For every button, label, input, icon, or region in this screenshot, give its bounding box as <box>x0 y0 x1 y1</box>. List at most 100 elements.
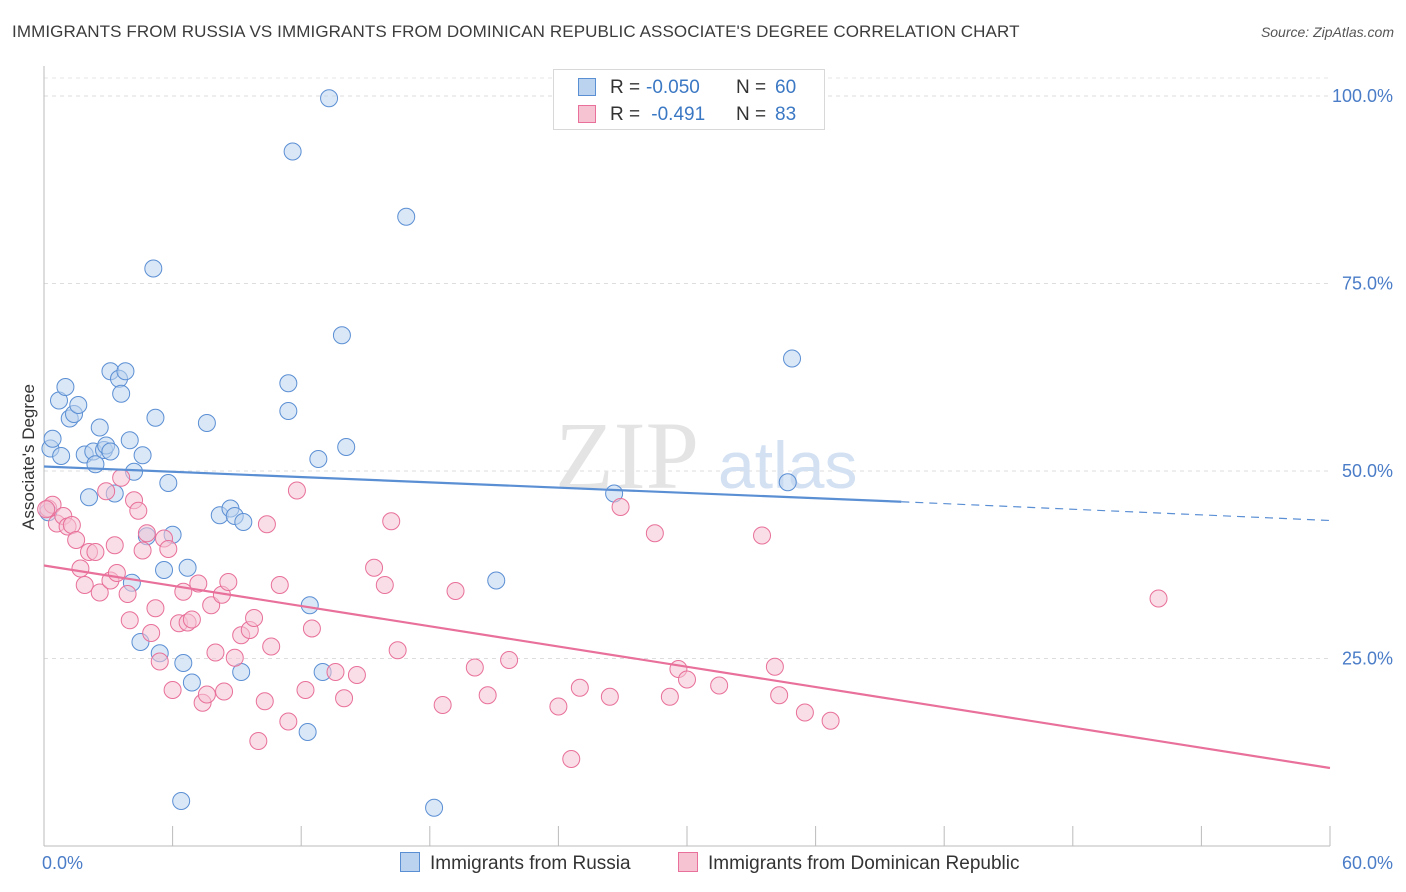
point-dominican <box>197 685 216 704</box>
legend-r-value: -0.491 <box>646 104 706 125</box>
trend-line-russia <box>43 465 902 503</box>
y-tick-label: 75.0% <box>1342 274 1393 294</box>
legend-r-value: -0.050 <box>646 77 700 98</box>
legend-r-label: R = <box>610 77 641 98</box>
point-russia <box>101 442 120 461</box>
point-russia <box>80 488 99 507</box>
point-dominican <box>1149 589 1168 608</box>
point-dominican <box>67 531 86 549</box>
point-russia <box>174 654 193 672</box>
point-dominican <box>296 681 315 699</box>
point-dominican <box>388 641 407 660</box>
point-russia <box>116 362 135 381</box>
legend-n-value: 83 <box>775 104 797 125</box>
legend-item-russia: Immigrants from Russia <box>400 852 631 875</box>
axes <box>43 66 1331 847</box>
point-dominican <box>570 678 589 697</box>
point-dominican <box>142 624 161 642</box>
point-dominican <box>753 526 772 545</box>
point-dominican <box>90 583 109 602</box>
point-dominican <box>37 500 56 519</box>
y-axis-label: Associate's Degree <box>19 384 38 530</box>
point-dominican <box>105 536 124 555</box>
point-russia <box>487 571 506 590</box>
legend-label-russia: Immigrants from Russia <box>430 853 631 874</box>
point-dominican <box>549 697 568 716</box>
point-russia <box>397 207 416 226</box>
legend-swatch-dominican <box>578 105 596 123</box>
trend-line-russia-extension <box>901 501 1331 522</box>
point-russia <box>133 446 152 465</box>
point-dominican <box>660 687 679 706</box>
point-dominican <box>287 481 306 500</box>
point-dominican <box>710 676 729 695</box>
x-tick-label-min: 0.0% <box>42 853 83 873</box>
point-dominican <box>189 574 208 593</box>
point-russia <box>337 438 356 456</box>
point-dominican <box>365 558 384 577</box>
point-dominican <box>255 692 274 711</box>
point-russia <box>120 431 139 450</box>
legend-row-russia: R = -0.050 N = 60 <box>554 74 824 100</box>
point-dominican <box>150 652 169 671</box>
point-dominican <box>133 541 152 560</box>
point-russia <box>144 259 163 278</box>
point-russia <box>778 473 797 492</box>
point-dominican <box>97 482 116 501</box>
point-russia <box>146 408 165 427</box>
trend-lines <box>43 465 1331 770</box>
point-dominican <box>678 670 696 689</box>
point-russia <box>43 429 62 448</box>
point-dominican <box>137 524 156 543</box>
point-russia <box>197 414 216 432</box>
legend-n-value: 60 <box>775 77 797 98</box>
legend-swatch-russia <box>578 78 596 96</box>
point-russia <box>112 384 131 403</box>
point-dominican <box>219 573 238 591</box>
x-tick-label-max: 60.0% <box>1342 853 1393 873</box>
point-dominican <box>770 686 789 705</box>
point-dominican <box>611 498 630 516</box>
point-russia <box>52 447 71 465</box>
point-russia <box>783 349 802 368</box>
point-dominican <box>120 611 139 630</box>
point-russia <box>425 798 444 817</box>
point-russia <box>234 513 253 531</box>
point-russia <box>309 450 328 468</box>
point-dominican <box>645 524 664 543</box>
legend-r-label: R = <box>610 104 641 125</box>
source-note: Source: ZipAtlas.com <box>1260 24 1394 40</box>
y-tick-labels: 25.0% 50.0% 75.0% 100.0% <box>1332 86 1393 669</box>
legend-label-dominican: Immigrants from Dominican Republic <box>708 853 1020 874</box>
legend-swatch-russia <box>400 852 420 872</box>
legend-n-label: N = <box>736 77 767 98</box>
y-tick-label: 25.0% <box>1342 649 1393 669</box>
point-dominican <box>159 540 178 558</box>
point-russia <box>90 418 109 437</box>
point-russia <box>172 792 191 810</box>
point-russia <box>332 326 351 345</box>
point-dominican <box>262 637 281 656</box>
point-russia <box>279 402 298 420</box>
legend-swatch-dominican <box>678 852 698 872</box>
grid-lines <box>44 77 1330 659</box>
point-dominican <box>118 585 137 603</box>
point-russia <box>182 673 201 692</box>
point-dominican <box>500 651 519 669</box>
correlation-legend: R = -0.050 N = 60 R = -0.491 N = 83 <box>553 69 825 130</box>
point-dominican <box>129 501 148 520</box>
point-dominican <box>86 543 105 561</box>
point-dominican <box>478 686 497 705</box>
point-dominican <box>146 599 165 618</box>
point-dominican <box>62 516 81 534</box>
point-dominican <box>270 576 289 594</box>
legend-row-dominican: R = -0.491 N = 83 <box>554 101 824 127</box>
legend-n-label: N = <box>736 104 767 125</box>
point-dominican <box>245 609 264 627</box>
point-dominican <box>600 687 619 706</box>
point-dominican <box>765 657 784 676</box>
y-tick-label: 50.0% <box>1342 461 1393 481</box>
point-dominican <box>257 515 276 534</box>
point-russia <box>178 558 197 577</box>
